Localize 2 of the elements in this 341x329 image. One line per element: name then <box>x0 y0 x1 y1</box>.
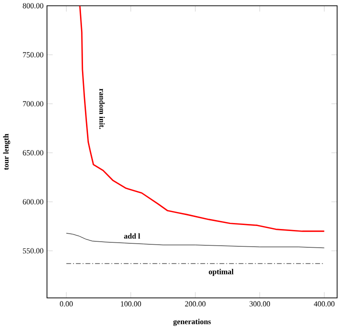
line-series <box>79 6 325 232</box>
line-series <box>66 232 324 248</box>
